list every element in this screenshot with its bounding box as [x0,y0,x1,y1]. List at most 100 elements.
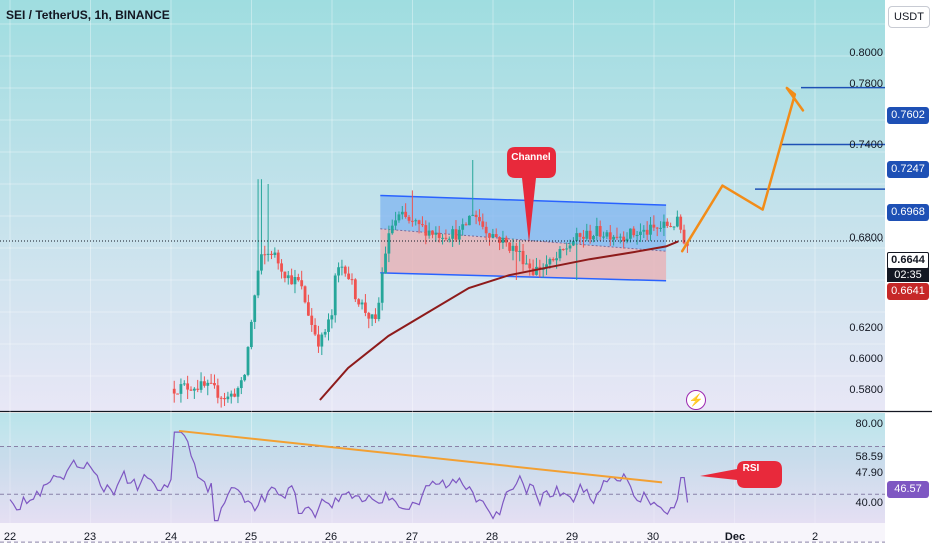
candle-body [343,266,347,274]
candle-body [501,237,505,243]
candle-body [665,221,669,226]
candle-body [598,226,602,237]
candle-body [545,264,548,268]
candle-body [377,302,381,320]
candle-body [394,220,397,226]
candle-body [320,334,324,347]
candle-body [551,259,555,261]
candle-body [300,280,304,287]
candle-body [655,227,659,229]
lightning-bolt-icon[interactable]: ⚡ [686,390,706,410]
candle-body [270,253,273,256]
candle-body [410,220,414,222]
candle-body [273,252,277,256]
candle-body [662,221,666,228]
y-tick-label: 0.7800 [849,78,883,90]
candle-body [414,220,418,222]
candle-body [256,270,260,296]
candle-body [216,385,220,398]
candle-body [659,227,662,229]
candle-body [608,232,612,240]
candle-body [504,237,508,243]
candle-body [206,382,210,386]
candle-body [467,215,471,226]
candle-body [179,384,183,394]
candle-body [249,321,253,348]
candle-body [548,259,552,265]
candle-body [478,217,481,222]
candle-body [498,237,501,243]
candle-body [337,267,340,276]
candle-body [494,234,498,238]
candle-body [253,295,257,322]
y-tick-label: 0.6000 [849,353,883,365]
candle-body [528,263,532,269]
channel-lower-line [380,272,667,282]
channel-callout-label: Channel [511,152,551,163]
candle-body [514,245,518,252]
candle-body [189,389,193,391]
x-tick-label: 27 [405,531,419,543]
candle-body [491,234,495,238]
candle-body [642,229,646,232]
x-tick-label: 26 [324,531,338,543]
y-tick-label: 0.7400 [849,139,883,151]
candle-body [521,250,525,265]
candle-body [437,232,441,238]
candle-body [176,393,179,395]
candle-body [578,233,582,237]
candle-body [182,383,186,385]
x-tick-label: 28 [485,531,499,543]
x-tick-label: Dec [724,531,746,543]
candle-body [367,312,371,319]
candle-body [347,273,351,280]
candle-body [384,253,387,274]
candle-body [407,216,411,221]
candle-body [333,275,337,316]
rsi-band-fill [0,446,885,543]
candle-body [353,279,357,300]
candle-body [421,224,424,226]
x-tick-label: 29 [565,531,579,543]
ma-price-tag: 0.6641 [887,283,929,300]
candle-body [558,249,562,259]
candle-body [451,229,455,239]
target-price-tag: 0.6968 [887,204,929,221]
candle-body [679,216,683,230]
moving-average-line [319,240,679,401]
rsi-callout [700,461,782,488]
candle-body [330,315,334,320]
channel-upper-line [380,194,667,206]
candle-body [645,229,649,235]
candle-body [615,236,619,238]
candle-body [229,393,233,397]
candle-body [672,226,676,228]
candle-body [431,230,434,235]
countdown-tag: 02:35 [887,268,929,282]
rsi-line [9,431,689,522]
candle-body [303,286,307,303]
candle-body [397,214,401,221]
candle-body [682,229,686,244]
rsi-tick-label: 40.00 [855,497,883,509]
x-tick-label: 24 [164,531,178,543]
candle-body [327,319,330,332]
candle-body [461,224,465,230]
candle-body [357,299,361,305]
candle-body [236,388,240,397]
currency-button[interactable]: USDT [888,6,930,28]
candle-body [219,397,223,399]
candle-body [209,382,213,384]
y-tick-label: 0.6200 [849,322,883,334]
candle-body [481,221,485,227]
candle-body [582,236,585,239]
candle-body [575,233,579,242]
candle-body [340,266,344,268]
candle-body [622,236,626,242]
candle-body [595,226,599,236]
rsi-callout-label: RSI [742,463,760,474]
candle-body [632,228,636,236]
candle-body [628,228,632,239]
